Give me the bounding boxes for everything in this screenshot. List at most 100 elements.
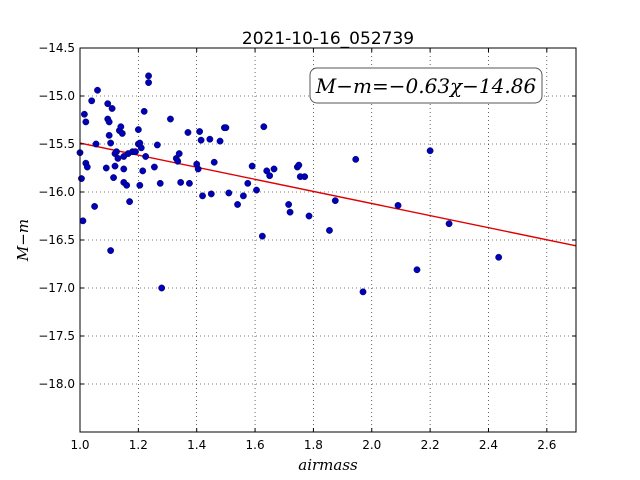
data-point [177,178,185,186]
data-point [132,148,139,156]
y-tick-label: −14.5 [38,41,75,55]
data-point [175,150,183,158]
data-point [137,144,145,152]
data-point [83,163,91,171]
data-point [186,179,193,187]
data-point [105,131,113,139]
data-point [426,147,434,155]
data-point [118,130,126,137]
data-point [158,284,166,292]
data-point [126,198,134,206]
chart-title: 2021-10-16_052739 [242,29,414,49]
data-point [94,86,101,94]
data-point [107,247,115,254]
y-axis-label: M−m [14,219,32,262]
y-tick-label: −15.0 [38,89,75,103]
data-points [76,72,503,296]
data-point [134,126,142,134]
data-point [117,123,125,131]
data-point [153,141,161,149]
data-point [88,97,96,105]
data-point [120,165,128,173]
axis-ticks: 1.0 1.2 1.4 1.6 1.8 2.0 2.2 2.4 2.6 −14.5 −15.0 −15… [38,41,576,452]
x-tick-label: 2.4 [479,438,498,452]
y-tick-label: −17.5 [38,329,75,343]
data-point [260,123,268,131]
data-point [248,162,256,170]
data-point [123,181,131,189]
data-point [111,162,119,170]
data-point [225,189,233,197]
data-point [239,192,247,200]
x-tick-label: 2.6 [537,438,556,452]
data-point [285,201,293,208]
data-point [286,208,294,216]
x-tick-label: 1.0 [70,438,89,452]
data-point [108,105,116,112]
y-tick-label: −18.0 [38,377,75,391]
data-point [244,179,252,187]
x-tick-label: 1.6 [246,438,265,452]
data-point [150,163,158,171]
data-point [156,179,164,187]
fit-annotation-box: M−m=−0.63χ−14.86 [309,67,543,104]
fit-line [79,142,577,247]
data-point [207,190,215,198]
x-tick-label: 1.2 [129,438,148,452]
x-axis-label: airmass [298,456,358,474]
y-tick-label: −16.5 [38,233,75,247]
data-point [167,115,174,123]
data-point [295,161,303,169]
data-point [78,175,85,182]
data-point [92,140,100,148]
data-point [79,217,87,225]
data-point [174,157,182,165]
x-tick-label: 1.8 [304,438,323,452]
data-point [145,79,152,86]
fit-line-group [79,142,577,247]
y-tick-label: −16.0 [38,185,75,199]
data-point [326,226,333,234]
data-point [305,212,313,220]
data-point [136,181,144,189]
data-point [102,164,110,172]
data-point [253,186,260,194]
data-point [394,202,402,209]
data-point [105,118,113,126]
data-point [352,155,360,163]
x-tick-label: 2.0 [362,438,381,452]
data-point [196,128,204,135]
annotation-frame [309,67,543,104]
data-point [142,153,150,160]
data-point [270,165,278,173]
data-point [222,124,230,132]
data-point [331,197,339,205]
data-point [206,135,214,143]
data-point [140,107,148,115]
data-point [359,288,367,296]
data-point [110,174,117,182]
data-point [139,167,147,175]
data-point [104,100,112,108]
data-point [184,129,192,136]
data-point [234,201,241,208]
data-point [258,232,266,240]
fit-equation-label: M−m=−0.63χ−14.86 [315,74,537,98]
data-point [114,154,122,162]
data-point [194,165,202,173]
data-point [113,148,120,156]
x-tick-label: 2.2 [421,438,440,452]
data-point [199,192,206,200]
data-point [80,110,88,118]
data-point [91,202,98,210]
data-point [107,139,115,147]
y-tick-label: −15.5 [38,137,75,151]
data-point [495,253,503,261]
data-point [210,158,218,166]
data-point [82,118,90,126]
data-point [266,172,274,180]
data-point [445,220,453,228]
data-point [301,173,309,181]
data-point [197,136,205,144]
